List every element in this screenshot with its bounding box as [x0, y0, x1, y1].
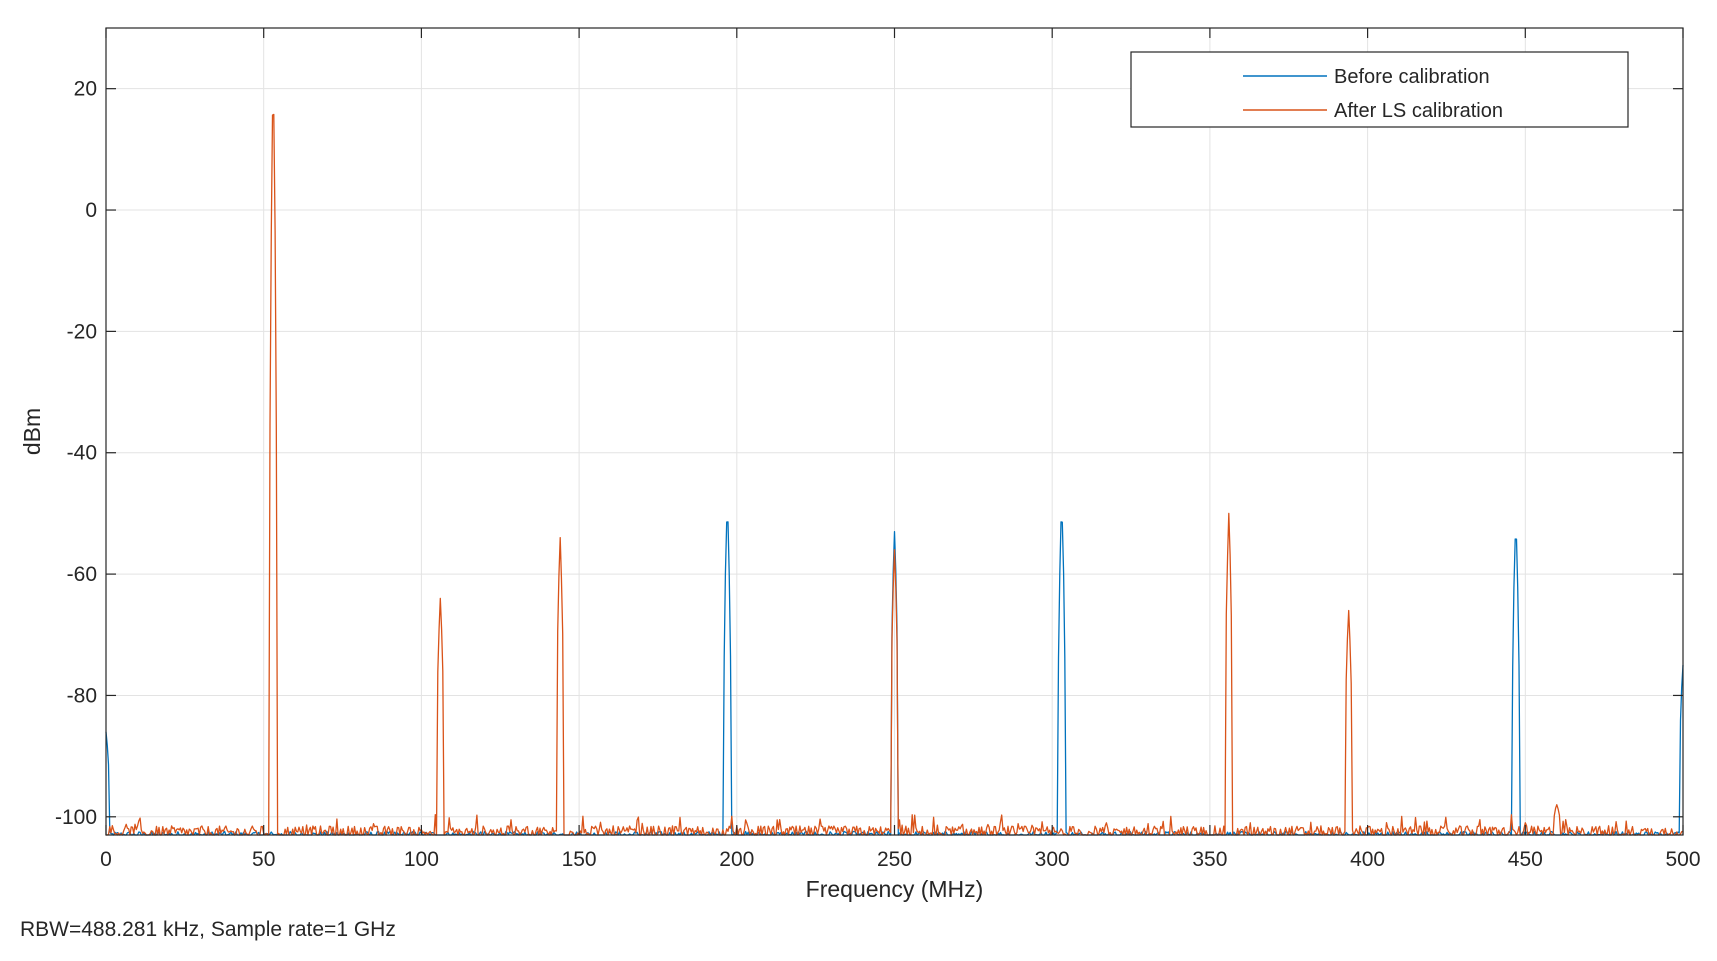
x-tick-label: 50	[252, 848, 275, 871]
y-axis-label: dBm	[19, 408, 45, 455]
axes	[105, 27, 1684, 836]
legend-label-before-calibration: Before calibration	[1334, 66, 1490, 88]
y-tick-label: -60	[67, 563, 97, 586]
x-tick-label: 250	[877, 848, 912, 871]
x-axis-label: Frequency (MHz)	[806, 876, 984, 902]
footer-note: RBW=488.281 kHz, Sample rate=1 GHz	[20, 918, 396, 941]
legend-box	[1130, 51, 1629, 128]
x-tick-label: 400	[1350, 848, 1385, 871]
y-tick-label: -20	[67, 320, 97, 343]
x-tick-label: 350	[1192, 848, 1227, 871]
x-tick-label: 0	[100, 848, 112, 871]
x-tick-label: 200	[719, 848, 754, 871]
x-tick-label: 100	[404, 848, 439, 871]
legend-label-after-ls-calibration: After LS calibration	[1334, 100, 1503, 122]
y-tick-label: 20	[74, 78, 97, 101]
y-tick-label: -80	[67, 684, 97, 707]
x-tick-label: 500	[1665, 848, 1700, 871]
legend: Before calibration After LS calibration	[1130, 51, 1629, 128]
y-tick-label: 0	[85, 199, 97, 222]
x-tick-label: 150	[562, 848, 597, 871]
y-tick-label: -100	[55, 806, 97, 829]
y-tick-label: -40	[67, 442, 97, 465]
tick-labels: 0 50 100 150 200 250 300 350 400 450 500-100-80-60…	[55, 78, 1701, 871]
series-line-after-ls-calibration	[106, 113, 1684, 836]
x-tick-label: 300	[1035, 848, 1070, 871]
grid	[105, 28, 1684, 835]
x-tick-label: 450	[1508, 848, 1543, 871]
